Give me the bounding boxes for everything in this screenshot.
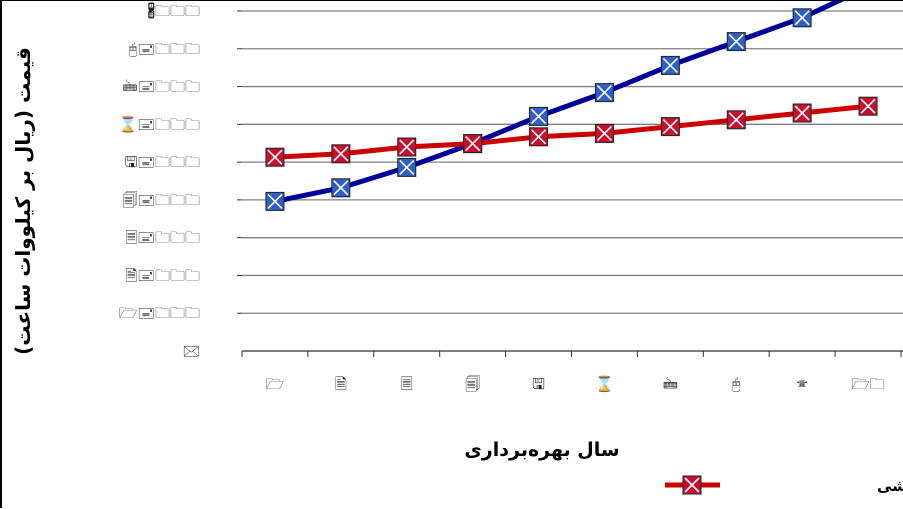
gridlines: [242, 10, 903, 314]
data-point-series-2: [726, 110, 746, 130]
legend-label: مدل قیمت دو بخشی: [877, 477, 903, 495]
data-point-series-2: [858, 96, 878, 116]
data-point-series-1: [726, 32, 746, 52]
x-tick-label: ⌛: [595, 375, 614, 393]
y-tick-label: 🖂: [182, 342, 200, 360]
data-point-series-1: [594, 83, 614, 103]
x-tick-label: 🗁🗀: [851, 375, 885, 393]
y-tick-label: 🖰🖃🗀🗀🗀: [128, 40, 200, 58]
data-point-series-2: [463, 134, 483, 154]
data-point-series-2: [660, 117, 680, 137]
y-tick-label: 🖁🗀🗀🗀: [147, 2, 200, 20]
data-point-series-2: [397, 137, 417, 157]
series-lines: [274, 1, 869, 204]
data-point-series-1: [792, 8, 812, 28]
legend-swatch-marker: [682, 475, 702, 495]
x-tick-label: 🖫: [532, 375, 545, 393]
data-point-series-1: [660, 55, 680, 75]
x-tick-label: 🗁: [266, 375, 285, 393]
series-markers: [265, 8, 878, 211]
data-point-series-1: [265, 191, 285, 211]
y-tick-label: 🖮🖃🗀🗀🗀: [122, 78, 200, 96]
data-point-series-1: [529, 106, 549, 126]
x-axis-title: سال بهره‌برداری: [464, 439, 619, 461]
data-point-series-2: [594, 123, 614, 143]
y-tick-label: 🗏🖃🗀🗀🗀: [125, 229, 200, 247]
x-tick-label: 🗎: [335, 375, 347, 393]
y-tick-label: 🗐🖃🗀🗀🗀: [122, 190, 200, 209]
y-tick-label: 🗎🖃🗀🗀🗀: [125, 266, 200, 284]
y-tick-label: ⌛🖃🗀🗀🗀: [119, 115, 200, 133]
y-tick-label: 🗁🖃🗀🗀🗀: [119, 304, 200, 322]
y-tick-labels: 🖁🗀🗀🗀 🖰🖃🗀🗀🗀 🖮🖃🗀🗀🗀 ⌛🖃🗀🗀🗀 🖫🖃🗀🗀🗀 🗐🖃🗀🗀🗀 🗏🖃🗀🗀🗀 🗎🖃🗀🗀🗀 🗁…: [119, 2, 200, 360]
x-tick-label: 🖰: [732, 375, 741, 393]
y-tick-label: 🖫🖃🗀🗀🗀: [125, 153, 200, 171]
data-point-series-2: [331, 144, 351, 164]
series-line-1: [274, 1, 845, 204]
x-tick-label: 🗐: [465, 374, 480, 393]
x-tick-labels: 🗁 🗎 🗏 🗐 🖫 ⌛ 🖮 🖰 🕾 🗁🗀: [266, 374, 885, 393]
data-point-series-2: [265, 147, 285, 167]
data-point-series-2: [529, 127, 549, 147]
data-point-series-1: [331, 178, 351, 198]
x-tick-label: 🗏: [401, 375, 413, 393]
axes: [237, 10, 903, 357]
y-axis-title: قیمت (ریال بر کیلووات ساعت): [11, 47, 35, 355]
legend: مدل قیمت دو بخشی: [665, 475, 903, 495]
data-point-series-2: [792, 103, 812, 123]
x-tick-label: 🖮: [663, 375, 678, 393]
data-point-series-1: [397, 157, 417, 177]
x-tick-label: 🕾: [797, 375, 808, 393]
series-line-2: [274, 103, 869, 160]
